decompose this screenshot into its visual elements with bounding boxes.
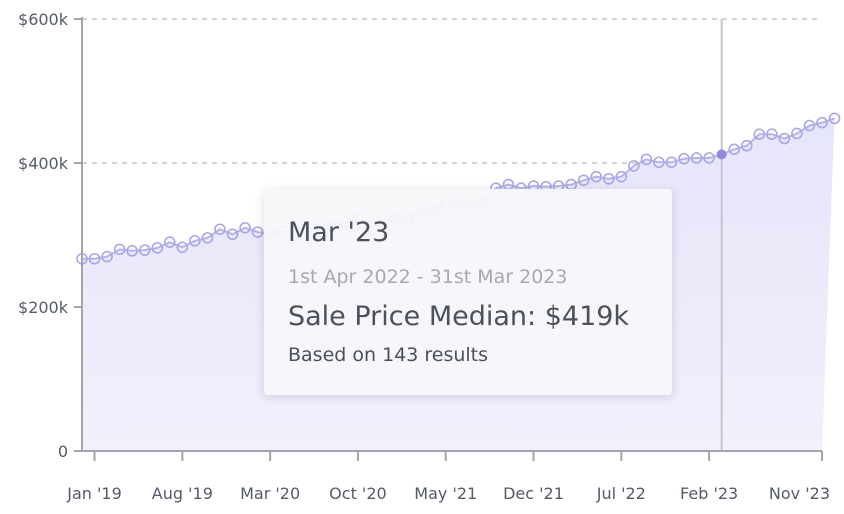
data-point[interactable] [113, 243, 126, 256]
x-tick-label: Feb '23 [680, 484, 738, 503]
y-tick-label: $200k [18, 298, 69, 317]
data-point[interactable] [740, 139, 753, 152]
tooltip-result-count: Based on 143 results [288, 344, 489, 366]
data-point[interactable] [615, 170, 628, 183]
x-tick-label: May '21 [414, 484, 477, 503]
x-tick-label: Nov '23 [769, 484, 830, 503]
data-point[interactable] [88, 252, 101, 265]
data-point[interactable] [653, 156, 665, 169]
y-axis-ticks: 0 $200k $400k $600k [18, 10, 82, 461]
x-tick-label: Jan '19 [66, 484, 122, 503]
x-axis-ticks: Jan '19 Aug '19 Mar '20 Oct '20 May '21 Dec '… [66, 451, 830, 503]
x-tick-label: Aug '19 [152, 484, 213, 503]
axes [81, 17, 822, 452]
data-point[interactable] [690, 152, 703, 164]
data-point[interactable] [640, 153, 653, 166]
data-point[interactable] [678, 152, 690, 165]
data-point[interactable] [602, 173, 615, 185]
data-point[interactable] [778, 132, 791, 145]
y-tick-label: $600k [18, 10, 69, 29]
data-point[interactable] [151, 242, 164, 254]
x-tick-label: Dec '21 [503, 484, 564, 503]
tooltip-metric: Sale Price Median: $419k [288, 301, 630, 332]
y-tick-label: $400k [18, 154, 69, 173]
data-point[interactable] [665, 156, 678, 169]
highlighted-point[interactable] [716, 149, 727, 160]
data-point[interactable] [214, 223, 226, 236]
chart-tooltip: Mar '23 1st Apr 2022 - 31st Mar 2023 Sal… [264, 189, 672, 395]
data-point[interactable] [577, 174, 590, 187]
data-point[interactable] [803, 119, 816, 132]
tooltip-date-range: 1st Apr 2022 - 31st Mar 2023 [288, 266, 568, 288]
data-point[interactable] [766, 128, 778, 140]
data-point[interactable] [828, 112, 841, 125]
data-point[interactable] [189, 234, 201, 247]
data-point[interactable] [251, 226, 264, 238]
x-tick-label: Jul '22 [596, 484, 646, 503]
data-point[interactable] [703, 152, 715, 164]
tooltip-title: Mar '23 [288, 217, 390, 248]
data-point[interactable] [201, 232, 214, 244]
data-point[interactable] [628, 160, 640, 172]
data-point[interactable] [101, 250, 113, 263]
data-point[interactable] [126, 245, 138, 257]
data-point[interactable] [816, 116, 828, 129]
x-tick-label: Oct '20 [329, 484, 387, 503]
data-point[interactable] [590, 170, 603, 183]
y-tick-label: 0 [58, 442, 68, 461]
data-point[interactable] [753, 128, 766, 140]
data-point[interactable] [239, 222, 251, 234]
data-point[interactable] [138, 244, 151, 256]
data-point[interactable] [226, 228, 239, 241]
data-point[interactable] [176, 241, 189, 254]
data-point[interactable] [163, 236, 176, 248]
data-point[interactable] [791, 127, 803, 140]
x-tick-label: Mar '20 [240, 484, 300, 503]
data-point[interactable] [728, 143, 741, 156]
